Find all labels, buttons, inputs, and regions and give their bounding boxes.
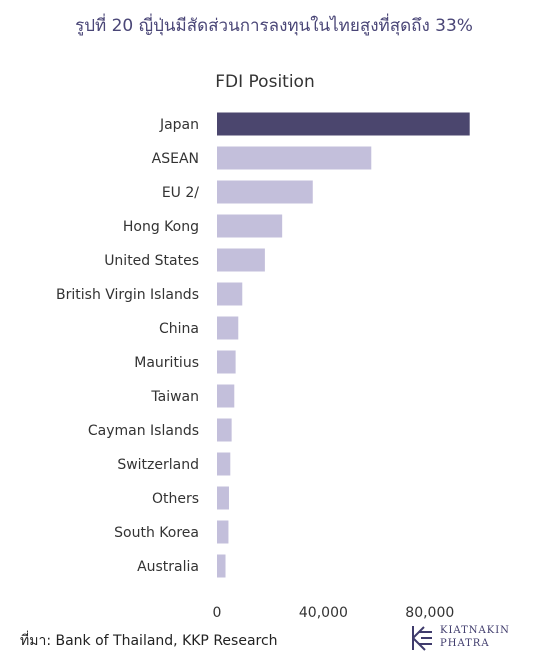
category-label: Hong Kong bbox=[123, 219, 199, 235]
logo-line2: PHATRA bbox=[440, 638, 490, 649]
category-label: ASEAN bbox=[152, 151, 199, 167]
bar-australia bbox=[217, 554, 226, 578]
page-headline: รูปที่ 20 ญี่ปุ่นมีสัดส่วนการลงทุนในไทยส… bbox=[75, 16, 473, 36]
bar-eu-2 bbox=[217, 180, 313, 204]
category-label: Australia bbox=[137, 559, 199, 575]
bar-hong-kong bbox=[217, 214, 283, 238]
chart-title: FDI Position bbox=[215, 72, 315, 92]
source-note: ที่มา: Bank of Thailand, KKP Research bbox=[20, 633, 278, 649]
bar-asean bbox=[217, 146, 372, 170]
bar-south-korea bbox=[217, 520, 229, 544]
category-label: China bbox=[159, 321, 199, 337]
category-label: British Virgin Islands bbox=[56, 287, 199, 303]
category-label: South Korea bbox=[114, 525, 199, 541]
category-label: EU 2/ bbox=[162, 185, 199, 201]
x-tick-label: 80,000 bbox=[405, 605, 454, 621]
logo-mark-icon bbox=[412, 626, 432, 651]
logo-line1: KIATNAKIN bbox=[440, 625, 510, 636]
kiatnakin-phatra-logo: KIATNAKIN PHATRA bbox=[410, 622, 530, 656]
category-label: Mauritius bbox=[134, 355, 199, 371]
bars-group bbox=[217, 112, 470, 578]
bar-taiwan bbox=[217, 384, 235, 408]
category-labels: Japan ASEAN EU 2/Hong Kong United States Bri… bbox=[56, 117, 199, 575]
bar-mauritius bbox=[217, 350, 236, 374]
x-tick-label: 0 bbox=[213, 605, 222, 621]
bar-british-virgin-islands bbox=[217, 282, 243, 306]
category-label: Others bbox=[152, 491, 199, 507]
bar-switzerland bbox=[217, 452, 231, 476]
category-label: Taiwan bbox=[150, 389, 199, 405]
category-label: Switzerland bbox=[117, 457, 199, 473]
bar-united-states bbox=[217, 248, 265, 272]
bar-japan bbox=[217, 112, 470, 136]
x-tick-label: 40,000 bbox=[299, 605, 348, 621]
x-axis-tick-labels: 0 40,000 80,000 bbox=[213, 605, 455, 621]
bar-china bbox=[217, 316, 239, 340]
category-label: Cayman Islands bbox=[88, 423, 199, 439]
category-label: Japan bbox=[159, 117, 199, 133]
bar-cayman-islands bbox=[217, 418, 232, 442]
bar-others bbox=[217, 486, 229, 510]
category-label: United States bbox=[104, 253, 199, 269]
